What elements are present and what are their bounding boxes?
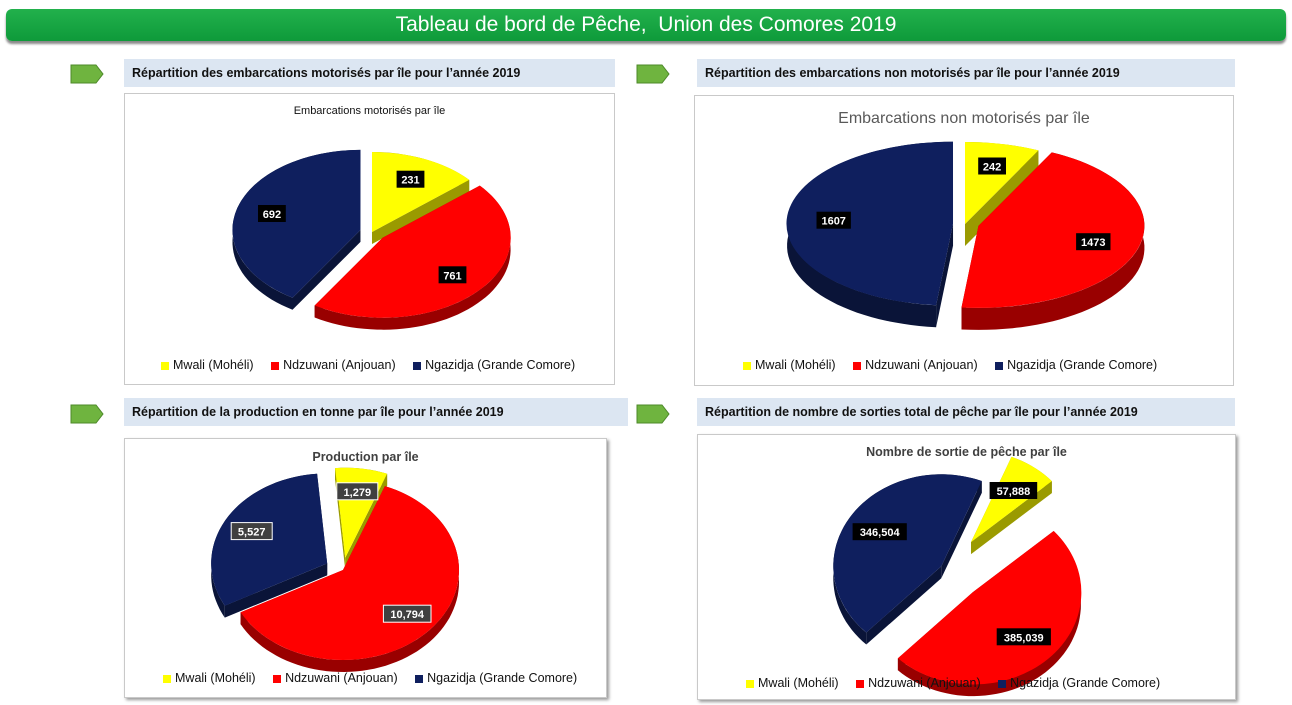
pie-slice-ngazidja <box>232 149 361 298</box>
chart-panel: Embarcations non motorisés par île 242 14… <box>694 95 1234 386</box>
legend-label: Ndzuwani (Anjouan) <box>868 676 981 690</box>
data-label-text: 1,279 <box>344 487 372 499</box>
data-label: 10,794 <box>382 604 432 623</box>
chart-panel: Production par île 1,279 10,794 5,527 Mwal… <box>124 438 607 698</box>
legend-swatch <box>995 361 1004 370</box>
data-label-text: 761 <box>443 270 461 282</box>
data-label-text: 692 <box>263 209 281 221</box>
pie-chart: 231 761 692 <box>232 149 511 330</box>
legend-swatch <box>743 361 751 370</box>
legend-label: Ngazidja (Grande Comore) <box>1007 358 1158 372</box>
data-label: 761 <box>438 266 467 284</box>
data-label-text: 385,039 <box>1004 632 1044 644</box>
legend-label: Mwali (Mohéli) <box>173 358 254 372</box>
data-label-text: 231 <box>401 175 419 187</box>
data-label: 1473 <box>1076 233 1111 251</box>
legend-swatch <box>161 361 169 370</box>
legend-label: Ndzuwani (Anjouan) <box>283 358 396 372</box>
pie-slice-ngazidja-side <box>833 474 982 645</box>
pie-chart: 242 1473 1607 <box>786 141 1145 330</box>
legend-item-ndzuwani: Ndzuwani (Anjouan) <box>271 358 396 372</box>
legend-swatch <box>273 674 282 683</box>
legend-item-ndzuwani: Ndzuwani (Anjouan) <box>853 358 978 372</box>
legend-item-mwali: Mwali (Mohéli) <box>163 671 256 685</box>
section-header: Répartition de la production en tonne pa… <box>124 398 628 426</box>
legend-label: Ngazidja (Grande Comore) <box>425 358 576 372</box>
legend-item-ndzuwani: Ndzuwani (Anjouan) <box>856 676 981 690</box>
legend-item-mwali: Mwali (Mohéli) <box>746 676 839 690</box>
section-header: Répartition de nombre de sorties total d… <box>697 398 1235 426</box>
data-label-text: 5,527 <box>238 527 266 539</box>
green-arrow-icon <box>70 404 104 424</box>
chart-title: Nombre de sortie de pêche par île <box>866 445 1067 459</box>
green-arrow-icon <box>70 64 104 84</box>
pie-chart: 1,279 10,794 5,527 <box>211 467 460 672</box>
legend-item-mwali: Mwali (Mohéli) <box>743 358 836 372</box>
data-label: 1607 <box>816 211 851 229</box>
legend-item-ngazidja: Ngazidja (Grande Comore) <box>995 358 1157 372</box>
legend-label: Mwali (Mohéli) <box>175 671 256 685</box>
data-label: 242 <box>978 157 1006 175</box>
legend-item-mwali: Mwali (Mohéli) <box>161 358 254 372</box>
legend-label: Ndzuwani (Anjouan) <box>865 358 978 372</box>
chart-legend: Mwali (Mohéli) Ndzuwani (Anjouan) Ngazid… <box>746 676 1174 690</box>
legend-item-ngazidja: Ngazidja (Grande Comore) <box>998 676 1160 690</box>
pie-slice-mwali <box>372 152 470 232</box>
legend-swatch <box>415 674 424 683</box>
legend-label: Mwali (Mohéli) <box>758 676 839 690</box>
pie-slice-mwali <box>971 456 1052 543</box>
data-label: 231 <box>396 170 425 188</box>
data-label: 1,279 <box>336 482 379 501</box>
legend-label: Ngazidja (Grande Comore) <box>1010 676 1161 690</box>
data-label-text: 57,888 <box>997 486 1031 498</box>
legend-label: Mwali (Mohéli) <box>755 358 836 372</box>
legend-swatch <box>271 361 280 370</box>
green-arrow-icon <box>636 64 670 84</box>
data-label-text: 10,794 <box>390 609 425 621</box>
data-label: 57,888 <box>989 482 1038 499</box>
chart-panel: Embarcations motorisés par île 231 761 692… <box>124 93 615 385</box>
legend-label: Ngazidja (Grande Comore) <box>427 671 578 685</box>
legend-label: Ndzuwani (Anjouan) <box>285 671 398 685</box>
dashboard-title-banner: Tableau de bord de Pêche, Union des Como… <box>6 9 1286 41</box>
legend-swatch <box>746 679 754 688</box>
chart-title: Production par île <box>312 450 419 464</box>
section-header: Répartition des embarcations non motoris… <box>697 59 1235 87</box>
legend-item-ndzuwani: Ndzuwani (Anjouan) <box>273 671 398 685</box>
green-arrow-icon <box>636 404 670 424</box>
data-label-text: 242 <box>983 162 1001 174</box>
legend-item-ngazidja: Ngazidja (Grande Comore) <box>415 671 577 685</box>
data-label: 692 <box>258 205 286 222</box>
data-label: 346,504 <box>852 523 907 541</box>
chart-title: Embarcations motorisés par île <box>293 105 446 117</box>
data-label-text: 1473 <box>1081 237 1105 249</box>
data-label: 5,527 <box>230 522 273 541</box>
pie-slice-ngazidja <box>786 141 954 306</box>
legend-swatch <box>856 679 865 688</box>
chart-legend: Mwali (Mohéli) Ndzuwani (Anjouan) Ngazid… <box>743 358 1171 372</box>
chart-title: Embarcations non motorisés par île <box>838 110 1090 127</box>
legend-swatch <box>413 361 422 370</box>
pie-slice-ndzuwani <box>961 152 1145 308</box>
data-label-text: 346,504 <box>860 527 901 539</box>
pie-slice-ndzuwani <box>897 531 1082 685</box>
pie-slice-ngazidja <box>833 474 982 633</box>
chart-legend: Mwali (Mohéli) Ndzuwani (Anjouan) Ngazid… <box>161 358 589 372</box>
section-header: Répartition des embarcations motorisés p… <box>124 59 615 87</box>
chart-panel: Nombre de sortie de pêche par île 57,888… <box>697 434 1236 700</box>
data-label: 385,039 <box>996 628 1051 646</box>
legend-swatch <box>998 679 1007 688</box>
legend-item-ngazidja: Ngazidja (Grande Comore) <box>413 358 575 372</box>
pie-slice-ndzuwani <box>314 185 511 318</box>
chart-legend: Mwali (Mohéli) Ndzuwani (Anjouan) Ngazid… <box>163 671 591 685</box>
legend-swatch <box>853 361 862 370</box>
pie-slice-ngazidja-side <box>232 149 361 310</box>
legend-swatch <box>163 674 171 683</box>
pie-chart: 57,888 385,039 346,504 <box>833 456 1082 697</box>
data-label-text: 1607 <box>821 216 845 228</box>
